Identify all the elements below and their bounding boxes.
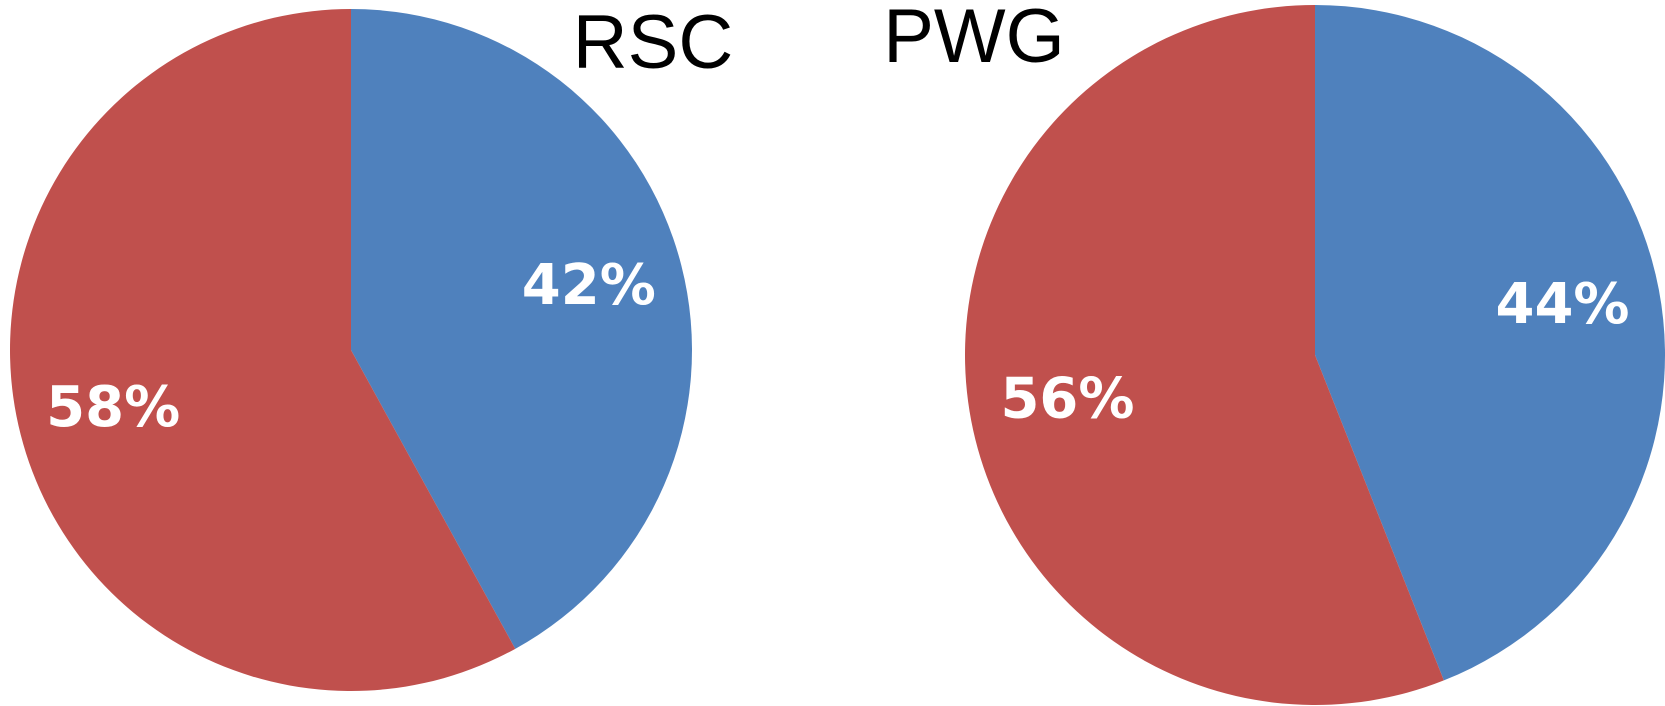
data-label: 44% xyxy=(1496,272,1630,337)
pie-slice xyxy=(351,9,693,649)
chart-title: RSC xyxy=(573,0,733,85)
chart-title: PWG xyxy=(883,0,1065,79)
data-label: 56% xyxy=(1000,366,1134,431)
pie-slice xyxy=(1315,5,1665,681)
pie-slice xyxy=(964,5,1444,705)
pie-slice xyxy=(10,9,516,691)
data-label: 58% xyxy=(46,375,180,440)
data-label: 42% xyxy=(522,253,656,318)
